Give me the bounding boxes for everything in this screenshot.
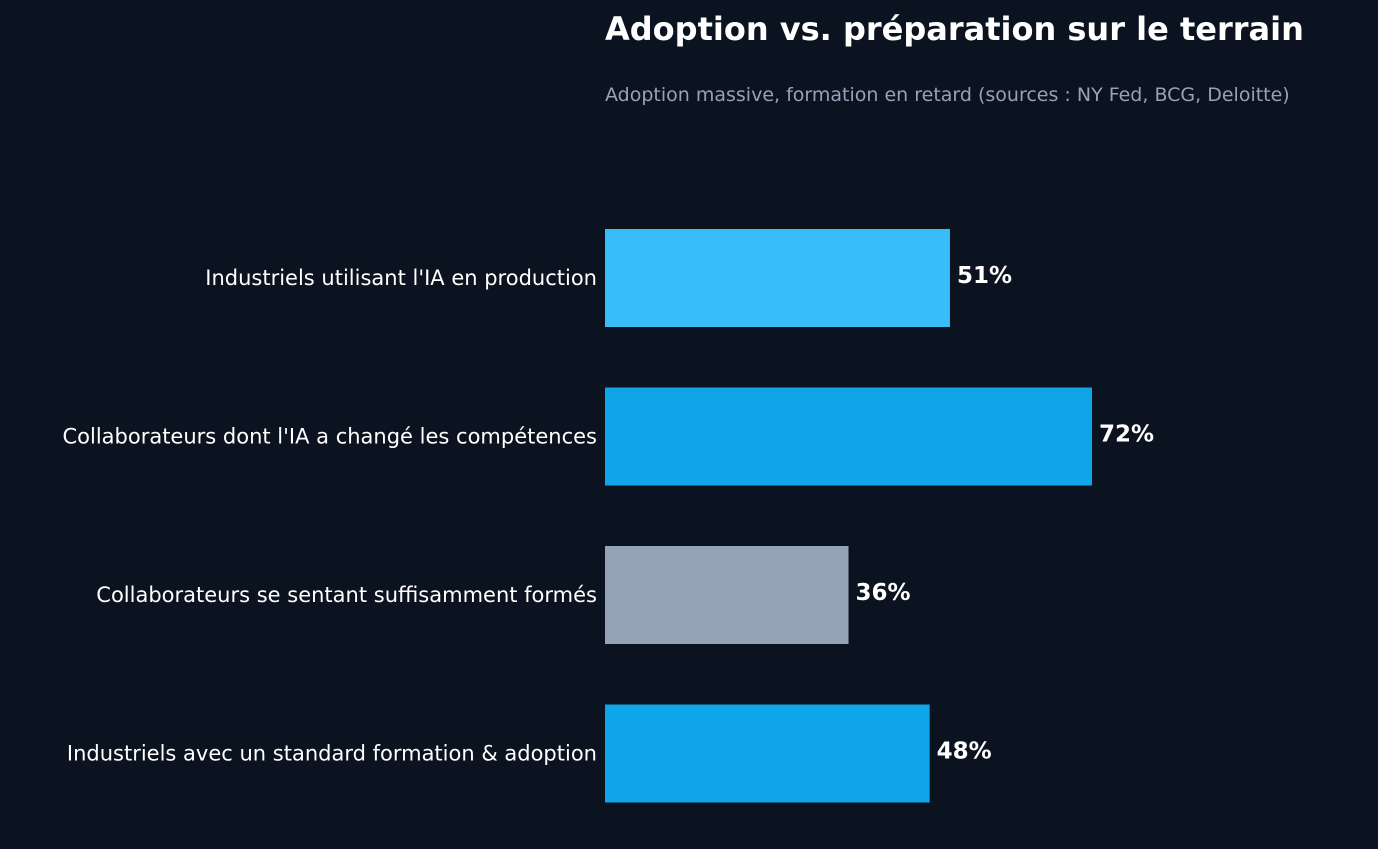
value-label-2: 72% <box>1099 422 1154 448</box>
chart-title: Adoption vs. préparation sur le terrain <box>605 10 1304 48</box>
category-label-3: Collaborateurs se sentant suffisamment f… <box>96 583 597 607</box>
value-label-4: 48% <box>937 739 992 765</box>
category-label-2: Collaborateurs dont l'IA a changé les co… <box>62 425 597 449</box>
category-label-1: Industriels utilisant l'IA en production <box>205 266 597 290</box>
chart-subtitle: Adoption massive, formation en retard (s… <box>605 84 1290 106</box>
value-label-1: 51% <box>957 263 1012 289</box>
bar-3 <box>605 546 849 644</box>
bar-2 <box>605 387 1092 486</box>
bar-4 <box>605 704 930 803</box>
bar-1 <box>605 229 950 327</box>
bars-group: Industriels utilisant l'IA en production… <box>62 229 1154 803</box>
value-label-3: 36% <box>856 580 911 606</box>
category-label-4: Industriels avec un standard formation &… <box>67 742 597 766</box>
